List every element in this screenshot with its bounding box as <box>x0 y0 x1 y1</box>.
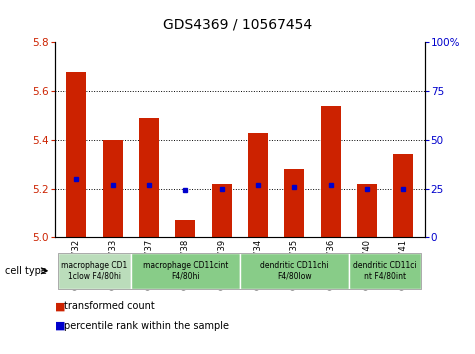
Text: GDS4369 / 10567454: GDS4369 / 10567454 <box>163 18 312 32</box>
Text: macrophage CD11cint
F4/80hi: macrophage CD11cint F4/80hi <box>142 261 228 280</box>
Bar <box>139 118 159 237</box>
Bar <box>357 184 377 237</box>
Bar <box>103 140 123 237</box>
Bar <box>248 132 268 237</box>
Text: macrophage CD1
1clow F4/80hi: macrophage CD1 1clow F4/80hi <box>61 261 128 280</box>
Text: transformed count: transformed count <box>64 301 155 311</box>
Text: cell type: cell type <box>5 266 47 276</box>
Text: ■: ■ <box>55 321 65 331</box>
Bar <box>321 106 341 237</box>
Text: dendritic CD11chi
F4/80low: dendritic CD11chi F4/80low <box>260 261 329 280</box>
Bar <box>175 220 195 237</box>
Bar <box>285 169 304 237</box>
Text: ■: ■ <box>55 301 65 311</box>
Text: dendritic CD11ci
nt F4/80int: dendritic CD11ci nt F4/80int <box>353 261 417 280</box>
Bar <box>212 184 232 237</box>
Bar <box>66 72 86 237</box>
Text: percentile rank within the sample: percentile rank within the sample <box>64 321 229 331</box>
Bar <box>393 154 413 237</box>
